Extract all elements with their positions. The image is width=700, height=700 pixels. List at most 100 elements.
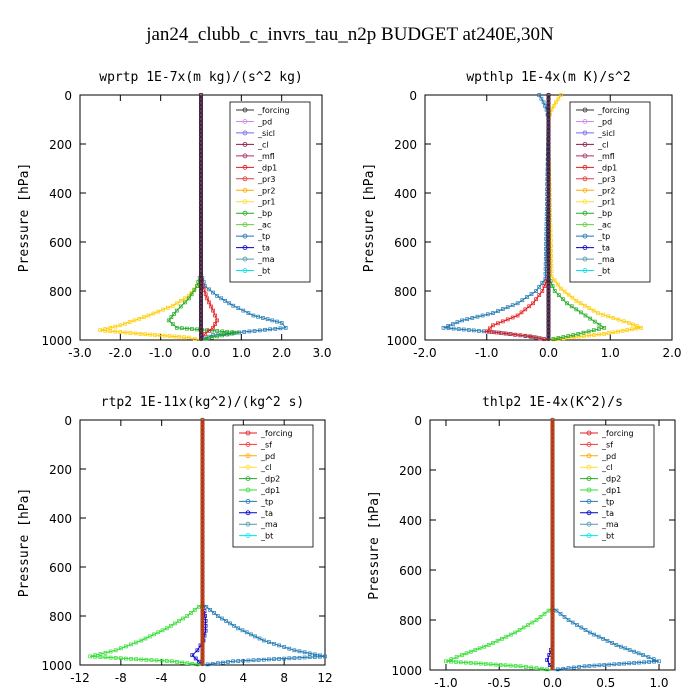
series-marker <box>164 626 169 631</box>
series-marker <box>518 664 523 669</box>
legend-label: _forcing <box>260 429 293 438</box>
series-marker <box>571 333 576 337</box>
series-marker <box>591 328 596 333</box>
zero-line-marker <box>550 489 555 495</box>
series-marker <box>597 663 602 668</box>
zero-line-marker <box>200 629 205 635</box>
series-marker <box>177 334 182 339</box>
y-tick-label: 800 <box>49 610 72 624</box>
legend-marker <box>582 210 588 216</box>
series-marker <box>190 653 195 658</box>
series-marker <box>602 325 606 330</box>
series-marker <box>541 100 546 105</box>
series-marker <box>215 329 219 333</box>
zero-line-marker <box>198 176 204 182</box>
series-marker <box>505 317 510 322</box>
series-marker <box>555 282 560 287</box>
series-marker <box>621 319 626 324</box>
legend-label: _sf <box>260 440 272 449</box>
series-marker <box>534 297 538 302</box>
series-marker <box>551 104 556 108</box>
zero-line-marker <box>546 92 551 98</box>
zero-line-marker <box>550 577 555 583</box>
series-marker <box>224 619 228 623</box>
zero-line-marker <box>550 589 555 595</box>
series-marker <box>292 648 297 653</box>
series-marker <box>478 661 483 666</box>
zero-line-marker <box>198 104 204 110</box>
series-marker <box>587 630 592 635</box>
series-marker <box>530 620 535 625</box>
series-marker <box>611 330 616 335</box>
zero-line-marker <box>198 292 204 298</box>
zero-line-marker <box>198 200 204 206</box>
series-marker <box>228 621 232 626</box>
series-marker <box>582 664 587 669</box>
zero-line-marker <box>198 288 204 294</box>
zero-line-marker <box>200 621 205 627</box>
zero-line-marker <box>550 545 555 551</box>
series-line-tp <box>202 603 326 666</box>
zero-line-marker <box>546 156 551 162</box>
zero-line-marker <box>546 320 551 326</box>
series-marker <box>570 295 575 300</box>
zero-line-marker <box>550 541 555 547</box>
series-marker <box>162 333 167 338</box>
series-marker <box>178 304 183 309</box>
series-marker <box>556 96 561 101</box>
series-marker <box>537 336 542 341</box>
zero-line-marker <box>550 445 555 451</box>
zero-line-marker <box>198 204 204 210</box>
zero-line-marker <box>546 172 551 178</box>
series-marker <box>205 296 209 301</box>
zero-line-marker <box>550 497 555 503</box>
series-marker <box>190 661 195 666</box>
legend-marker <box>242 130 248 136</box>
zero-line-marker <box>550 617 555 623</box>
series-marker <box>129 657 133 661</box>
series-marker <box>118 646 123 651</box>
zero-line-marker <box>546 124 551 130</box>
series-marker <box>459 660 463 665</box>
zero-line-marker <box>200 525 205 531</box>
series-marker <box>471 328 476 333</box>
zero-line-marker <box>198 324 204 330</box>
legend-marker <box>242 153 248 159</box>
series-marker <box>451 326 456 331</box>
series-marker <box>542 284 547 288</box>
zero-line-marker <box>550 625 555 631</box>
series-marker <box>540 289 545 293</box>
zero-line-marker <box>546 312 551 318</box>
zero-line-marker <box>200 557 205 563</box>
zero-line-marker <box>550 469 555 475</box>
series-marker <box>164 659 169 663</box>
series-marker <box>465 317 470 322</box>
legend-marker <box>245 476 251 482</box>
series-marker <box>118 330 123 334</box>
series-marker <box>220 616 224 621</box>
legend-marker <box>586 453 592 459</box>
zero-line-marker <box>550 477 555 483</box>
y-tick-label: 200 <box>49 138 72 152</box>
zero-line-marker <box>546 260 551 266</box>
zero-line-marker <box>198 228 204 234</box>
zero-line-marker <box>198 160 204 166</box>
zero-line-marker <box>198 124 204 130</box>
zero-line-marker <box>546 244 551 250</box>
series-marker <box>477 329 481 333</box>
panel-title: rtp2 1E-11x(kg^2)/(kg^2 s) <box>101 395 305 410</box>
zero-line-marker <box>550 529 555 535</box>
zero-line-marker <box>198 280 204 286</box>
zero-line-marker <box>198 336 204 342</box>
legend-marker <box>242 233 248 239</box>
series-marker <box>558 611 563 616</box>
series-marker <box>460 318 464 323</box>
series-marker <box>581 330 586 335</box>
series-marker <box>88 654 93 659</box>
series-marker <box>204 604 209 609</box>
y-tick-label: 1000 <box>41 659 72 673</box>
series-marker <box>538 615 543 619</box>
zero-line-marker <box>546 144 551 150</box>
legend-label: _ta <box>597 244 610 253</box>
zero-line-marker <box>198 256 204 262</box>
